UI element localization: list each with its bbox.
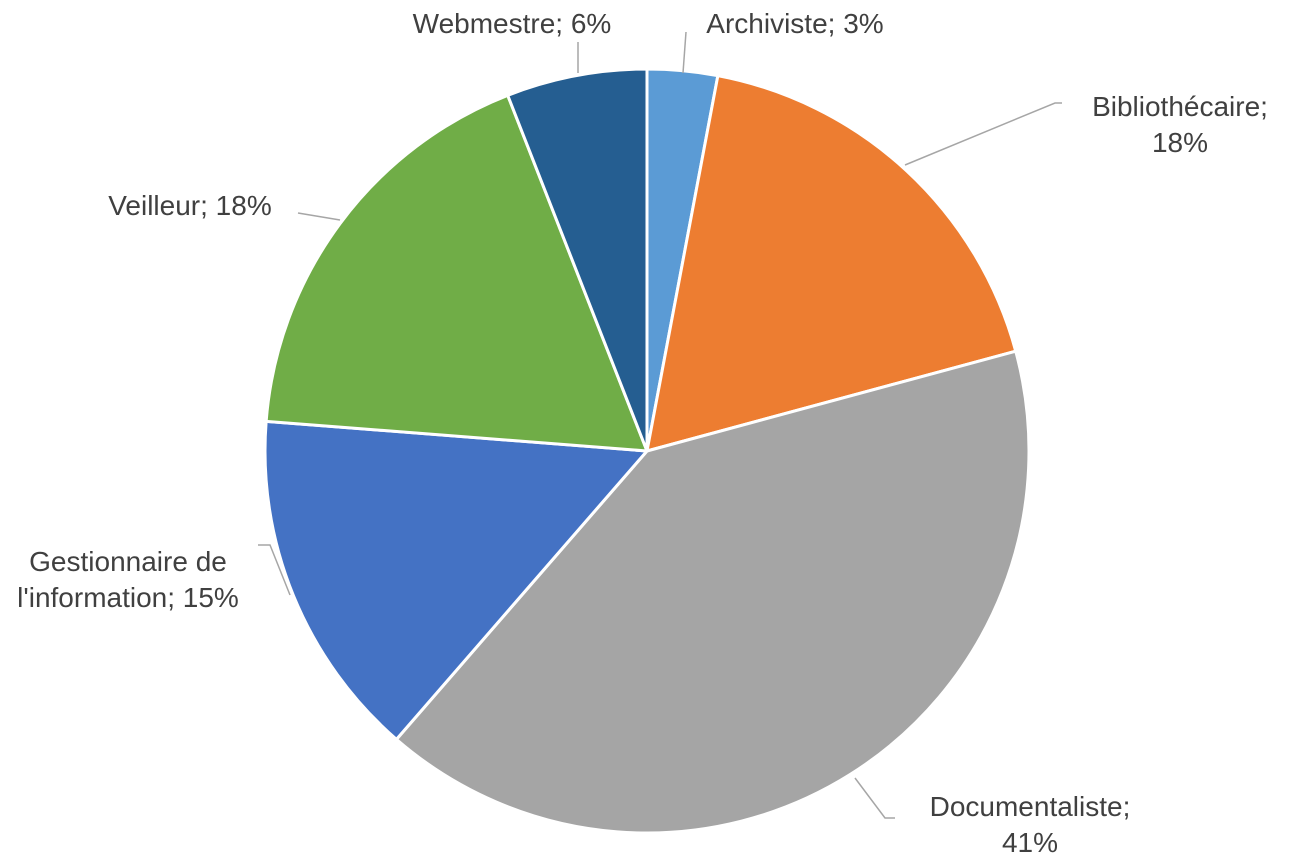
data-label: Bibliothécaire; 18%: [1092, 91, 1268, 158]
leader-line: [854, 777, 895, 819]
leader-line: [904, 102, 1062, 166]
pie-slice: [394, 349, 1031, 835]
pie-slice: [263, 419, 649, 741]
pie-slice: [506, 67, 649, 453]
pie-slice: [264, 93, 649, 453]
leader-line: [682, 31, 687, 74]
data-label: Archiviste; 3%: [706, 8, 884, 39]
data-label: Documentaliste; 41%: [929, 791, 1131, 858]
leader-line: [297, 212, 341, 221]
data-label: Gestionnaire de l'information; 15%: [17, 546, 239, 613]
data-label: Webmestre; 6%: [412, 8, 612, 39]
pie-slice: [645, 74, 1018, 453]
leader-line: [258, 544, 291, 596]
data-label: Veilleur; 18%: [108, 190, 272, 221]
